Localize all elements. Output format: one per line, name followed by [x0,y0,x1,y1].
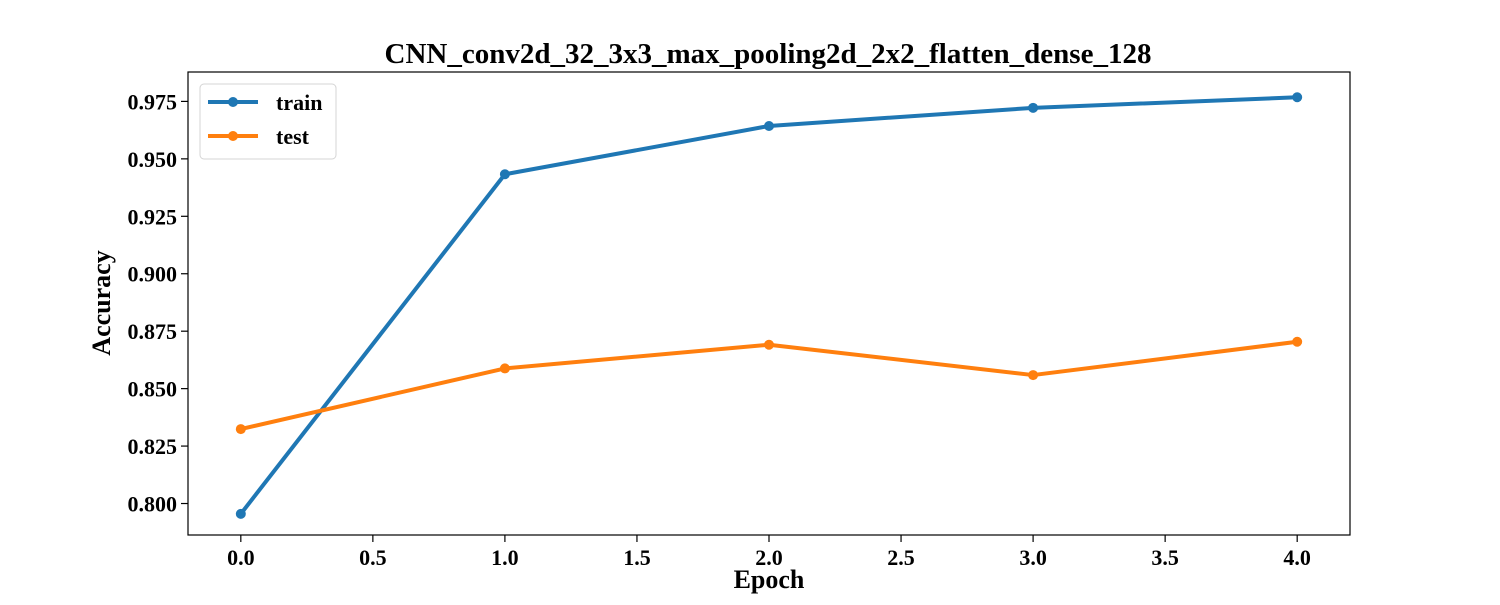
x-tick-label: 3.0 [1019,545,1047,570]
x-tick-label: 2.0 [755,545,783,570]
x-tick-label: 2.5 [887,545,915,570]
data-point-test [764,339,774,350]
y-tick-label: 0.875 [128,319,178,344]
x-tick-label: 0.0 [227,545,255,570]
x-tick-label: 1.5 [623,545,651,570]
legend-item-train: train [208,90,322,115]
x-tick-label: 4.0 [1283,545,1311,570]
legend-marker-train [228,97,238,107]
legend-label-test: test [276,124,310,149]
data-point-test [1292,336,1303,347]
series-layer [235,92,1303,519]
data-point-test [499,363,510,374]
series-line-test [238,339,1300,432]
legend-label-train: train [276,90,322,115]
y-axis-label: Accuracy [87,250,116,355]
x-tick-label: 1.0 [491,545,519,570]
data-point-test [235,424,246,435]
data-point-train [1292,92,1303,103]
data-point-train [499,169,510,180]
legend-marker-test [228,131,238,141]
y-tick-label: 0.800 [128,492,178,517]
y-tick-label: 0.825 [128,434,178,459]
data-point-train [1028,102,1039,113]
y-tick-label: 0.950 [128,147,178,172]
series-line-train [238,95,1300,516]
chart-title: CNN_conv2d_32_3x3_max_pooling2d_2x2_flat… [385,38,1152,70]
data-point-train [235,508,246,519]
y-tick-label: 0.925 [128,204,178,229]
x-tick-label: 0.5 [359,545,387,570]
plot-frame [187,71,1351,536]
y-tick-label: 0.975 [128,89,178,114]
y-axis-ticks: 0.800 0.825 0.850 0.875 0.900 0.925 0.950 0.975 [128,89,188,517]
data-point-test [1028,370,1039,381]
data-point-train [764,120,774,131]
y-tick-label: 0.850 [128,377,178,402]
x-axis-label: Epoch [734,565,805,594]
legend: train test [199,83,337,160]
x-tick-label: 3.5 [1151,545,1179,570]
y-tick-label: 0.900 [128,262,178,287]
legend-item-test: test [208,124,310,149]
x-axis-ticks: 0.0 0.5 1.0 1.5 2.0 2.5 3.0 3.5 4.0 [227,535,1311,570]
